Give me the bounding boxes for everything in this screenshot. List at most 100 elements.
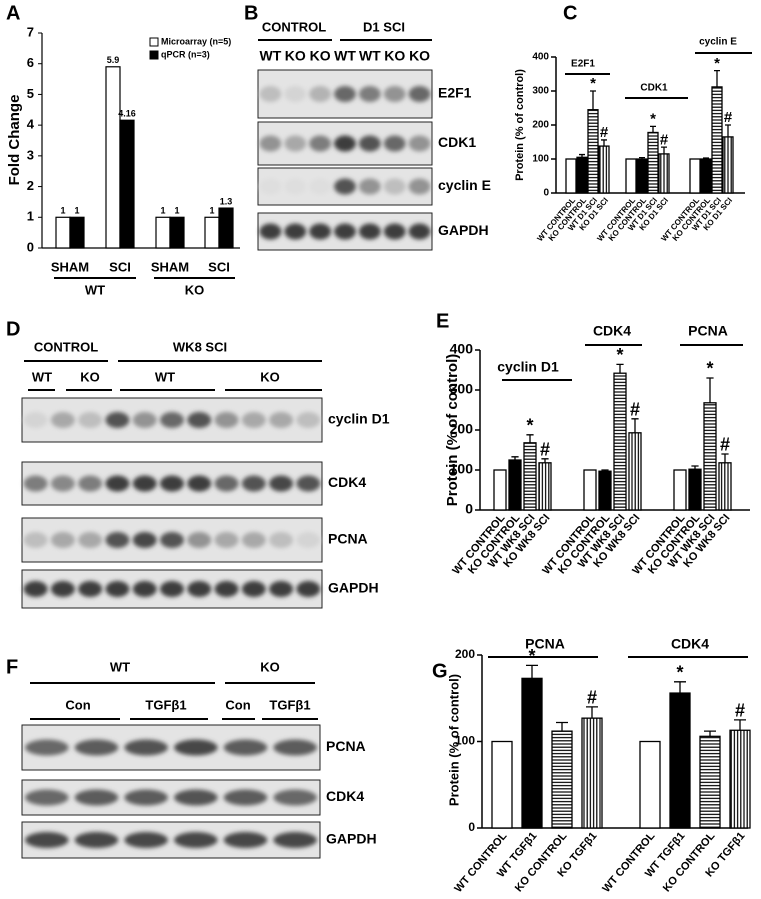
group-label: PCNA <box>688 323 728 339</box>
bar <box>538 462 552 511</box>
blot-band <box>78 581 103 597</box>
blot-band <box>269 412 294 428</box>
group-label: PCNA <box>525 636 565 652</box>
y-tick-label: 4 <box>27 117 35 132</box>
blot-band <box>296 412 321 428</box>
significance-mark: * <box>526 415 533 435</box>
bar <box>583 469 597 511</box>
error-bar <box>601 139 607 147</box>
bar <box>523 442 537 511</box>
blot-band <box>383 86 406 102</box>
error-bar <box>734 719 746 731</box>
y-tick-label: 300 <box>450 381 474 397</box>
blot-band <box>408 135 431 152</box>
group-label: WT <box>85 282 105 297</box>
legend-label: Microarray (n=5) <box>161 36 231 46</box>
error-bar <box>631 418 639 433</box>
blot-band <box>74 832 119 848</box>
blot-band <box>173 789 218 806</box>
panel-label: C <box>563 2 577 24</box>
blot-band <box>50 581 75 597</box>
y-tick-label: 100 <box>450 461 474 477</box>
panel-label: F <box>6 656 18 678</box>
data-label: 1 <box>209 206 214 216</box>
blot-band <box>223 832 268 848</box>
blot-band <box>296 581 321 597</box>
lane-label: WT <box>359 48 381 64</box>
blot-row-label: cyclin E <box>438 177 491 193</box>
y-tick-label: 200 <box>455 647 475 661</box>
blot-band <box>408 178 431 195</box>
y-tick-label: 200 <box>532 120 549 131</box>
blot-band <box>173 832 218 848</box>
blot-band <box>50 532 75 548</box>
error-bar <box>586 706 598 719</box>
group-label: E2F1 <box>571 59 595 70</box>
lane-label: KO <box>310 48 331 64</box>
bar <box>493 469 507 511</box>
blot-band <box>173 739 218 756</box>
y-tick-label: 400 <box>532 52 549 63</box>
blot-band <box>269 475 294 492</box>
error-bar <box>526 664 538 679</box>
blot-band <box>358 86 381 102</box>
significance-mark: * <box>706 359 713 379</box>
blot-band <box>160 475 184 492</box>
blot-band <box>383 135 406 152</box>
lane-label: WT <box>334 48 356 64</box>
data-label: 5.9 <box>107 55 120 65</box>
group-label: CDK1 <box>640 83 668 94</box>
x-tick-label: SCI <box>109 259 131 274</box>
blot-band <box>214 475 239 492</box>
panel-label: G <box>432 660 448 682</box>
significance-mark: # <box>724 109 733 126</box>
group-label: KO <box>185 282 205 297</box>
blot-band <box>383 223 406 240</box>
blot-header: WT <box>110 659 130 674</box>
bar <box>218 207 234 249</box>
blot-row-label: cyclin D1 <box>328 411 390 427</box>
blot-band <box>284 86 307 102</box>
bar <box>155 216 171 249</box>
blot-band <box>124 739 169 756</box>
blot-band <box>241 532 266 548</box>
blot-band <box>23 412 48 428</box>
lane-label: WT <box>260 48 282 64</box>
bar <box>729 729 751 829</box>
y-tick-label: 100 <box>532 154 549 165</box>
blot-band <box>259 178 282 195</box>
data-label: 1 <box>60 206 65 216</box>
blot-band <box>334 178 356 195</box>
bar <box>673 469 687 511</box>
blot-band <box>309 86 332 102</box>
bar <box>625 158 637 194</box>
blot-band <box>24 739 69 756</box>
blot-subheader: WT <box>155 369 175 384</box>
data-label: 1 <box>160 206 165 216</box>
error-bar <box>725 124 731 137</box>
blot-band <box>273 832 318 848</box>
bar <box>647 131 659 194</box>
bar <box>508 459 522 511</box>
blot-band <box>259 135 282 152</box>
y-tick-label: 6 <box>27 55 34 70</box>
blot-header: CONTROL <box>34 339 98 354</box>
x-tick-label: SHAM <box>151 259 189 274</box>
bar <box>699 735 721 829</box>
significance-mark: # <box>735 701 745 721</box>
bar <box>598 145 610 194</box>
group-label: cyclin E <box>699 37 737 48</box>
x-tick-label: SHAM <box>51 259 89 274</box>
lane-label: KO <box>409 48 430 64</box>
blot-band <box>23 475 48 492</box>
panel-label: E <box>436 310 449 332</box>
bar <box>119 119 135 249</box>
blot-band <box>214 412 239 428</box>
error-bar <box>704 730 716 737</box>
significance-mark: * <box>590 75 596 92</box>
y-axis-label: Protein (% of control) <box>446 674 461 806</box>
blot-subheader: KO <box>80 369 100 384</box>
bar <box>204 216 220 249</box>
